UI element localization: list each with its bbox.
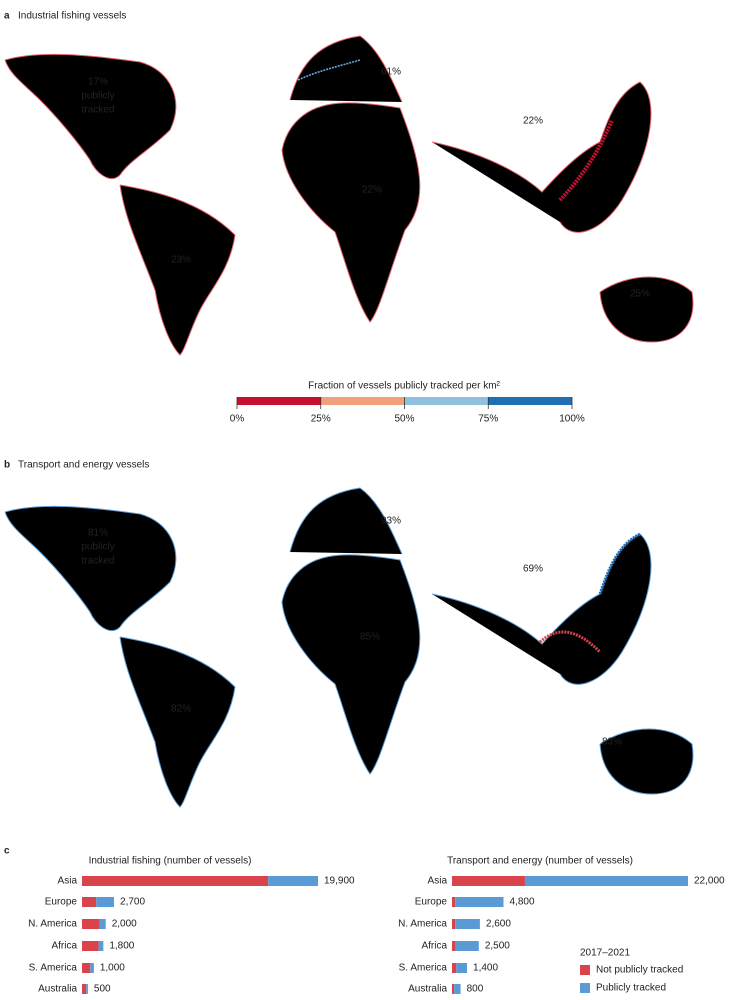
coastline-accent [598,532,641,595]
total-label: 1,000 [100,963,125,974]
panel-title: Industrial fishing vessels [18,11,126,22]
panel-label: c [4,846,10,857]
bar-segment [456,963,468,973]
bar-segment [99,919,106,929]
bar-segment [452,919,456,929]
colorbar-title: Fraction of vessels publicly tracked per… [308,381,500,392]
coastline-accent [538,630,602,654]
category-label: S. America [399,963,448,974]
total-label: 2,700 [120,897,145,908]
region-label: 61% [381,67,401,78]
bar-segment [82,941,99,951]
bar-segment [452,984,455,994]
colorbar-tick-label: 100% [559,414,585,425]
category-label: Asia [58,876,78,887]
region-label: 23% [171,255,191,266]
bar-segment [82,919,100,929]
region-label: 93% [381,516,401,527]
bar-segment [455,897,504,907]
category-label: S. America [29,963,78,974]
map-b [4,487,694,808]
legend-swatch [580,983,590,993]
panel-label: a [4,11,10,22]
region-label: 17% [88,77,108,88]
region-label: 22% [523,116,543,127]
category-label: Australia [408,984,447,995]
bar-segment [82,963,91,973]
colorbar-segment [237,397,321,405]
total-label: 2,600 [486,919,511,930]
bar-segment [452,941,456,951]
coastline [4,487,694,808]
total-label: 2,000 [112,919,137,930]
total-label: 500 [94,984,111,995]
total-label: 1,400 [473,963,498,974]
bar-segment [454,984,461,994]
bar-segment [90,963,94,973]
category-label: Africa [51,941,77,952]
chart-title: Industrial fishing (number of vessels) [89,856,252,867]
total-label: 22,000 [694,876,725,887]
category-label: Europe [415,897,448,908]
colorbar-tick-label: 0% [230,414,245,425]
colorbar-segment [488,397,572,405]
coastline [4,35,694,356]
region-label: 85% [360,632,380,643]
bar-segment [455,941,479,951]
bar-segment [268,876,318,886]
total-label: 800 [467,984,484,995]
total-label: 2,500 [485,941,510,952]
map-a [4,35,694,356]
legend-label: Publicly tracked [596,983,666,994]
region-label: 83% [602,737,622,748]
region-label: 25% [630,289,650,300]
region-label: 81% [88,528,108,539]
coastline-accent [297,59,361,81]
region-label: publicly [81,542,114,553]
colorbar-segment [320,397,405,405]
total-label: 1,800 [109,941,134,952]
panel-label: b [4,460,10,471]
bar-segment [96,897,115,907]
bar-segment [452,897,456,907]
legend-label: Not publicly tracked [596,965,683,976]
category-label: Europe [45,897,78,908]
colorbar-tick-label: 75% [478,414,498,425]
panel-title: Transport and energy vessels [18,460,149,471]
colorbar-tick-label: 50% [394,414,414,425]
bar-segment [524,876,688,886]
category-label: Africa [421,941,447,952]
bar-segment [82,876,269,886]
category-label: N. America [398,919,447,930]
bar-segment [98,941,104,951]
region-label: tracked [82,556,115,567]
bar-segment [82,897,97,907]
bar-segment [452,876,525,886]
category-label: Asia [428,876,448,887]
region-label: tracked [82,105,115,116]
bar-segment [82,984,87,994]
category-label: N. America [28,919,77,930]
total-label: 19,900 [324,876,355,887]
legend-title: 2017–2021 [580,948,630,959]
category-label: Australia [38,984,77,995]
total-label: 4,800 [509,897,534,908]
colorbar-segment [404,397,489,405]
colorbar-tick-label: 25% [311,414,331,425]
coastline-accent [558,119,614,202]
bar-segment [86,984,88,994]
legend-swatch [580,965,590,975]
bar-segment [452,963,457,973]
region-label: 22% [362,185,382,196]
region-label: 82% [171,704,191,715]
region-label: 69% [523,564,543,575]
chart-title: Transport and energy (number of vessels) [447,856,633,867]
region-label: publicly [81,91,114,102]
bar-segment [455,919,480,929]
